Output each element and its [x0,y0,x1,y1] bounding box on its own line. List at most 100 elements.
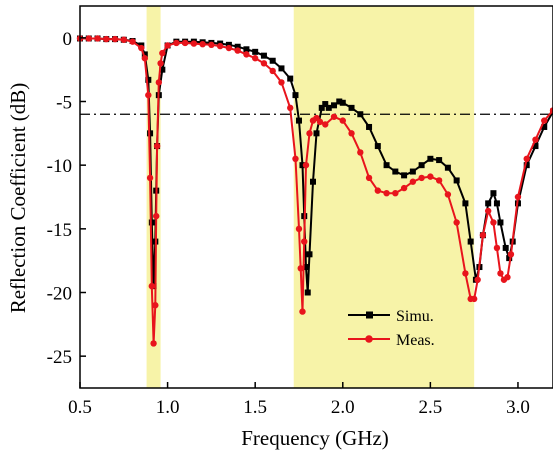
simu-point [306,251,313,258]
simu-point [252,48,259,55]
meas-point [374,187,382,194]
meas-point [146,174,154,182]
meas-point [292,155,299,162]
highlight-bands [146,6,475,388]
meas-point [365,174,373,182]
simu-point [523,162,530,169]
meas-point [392,189,399,197]
meas-point [243,51,250,58]
simu-point [309,178,316,185]
simu-point [292,92,299,99]
x-tick-label: 1.0 [156,397,180,418]
meas-point [301,238,308,245]
meas-point [150,340,157,347]
simu-point [357,111,364,118]
meas-point [199,41,206,48]
meas-point [493,244,501,252]
simu-point [304,289,311,296]
meas-point [138,44,145,52]
simu-point [453,177,460,184]
meas-point [295,225,303,233]
simu-point [299,162,306,169]
simu-point [336,98,343,105]
simu-point [427,155,434,162]
meas-point [316,118,324,126]
meas-point [339,117,346,124]
meas-point [549,107,553,114]
plot-border [79,5,553,389]
simu-point [444,164,451,171]
legend: Simu. Meas. [348,308,435,349]
meas-point [479,232,487,239]
meas-point [299,308,306,315]
meas-point [141,55,149,62]
meas-point [153,142,161,150]
simu-point [339,99,346,106]
simu-point [331,102,338,109]
meas-point [164,42,171,49]
legend-label-1: Simu. [396,308,434,325]
series-group [76,35,553,347]
meas-point [129,38,136,45]
simu-point [302,264,309,271]
meas-point [278,79,285,86]
simu-point [374,143,381,150]
simu-point [418,162,425,169]
meas-point [306,130,313,137]
meas-point [507,251,515,258]
meas-point [269,67,276,75]
simu-point [392,168,399,175]
meas-point [190,40,198,47]
plot-frame [79,5,553,389]
meas-point [153,212,160,220]
simu-point [148,219,155,226]
simu-point [493,200,500,207]
simu-point [485,200,492,207]
meas-point [400,184,408,192]
simu-point [409,168,416,175]
legend-marker-simu [366,311,373,319]
simu-point [348,104,355,111]
meas-point [148,282,156,290]
meas-point [462,270,469,277]
meas-point [514,193,522,201]
simu-point [325,104,332,111]
meas-point [234,47,241,54]
meas-point [418,174,425,182]
meas-point [157,60,164,67]
axis-ticks: 0.5 1.0 1.5 2.0 2.5 3.0 0 -5 -10 -15 -20 -25 [47,29,530,418]
meas-point [155,79,163,86]
meas-point [251,55,259,62]
simu-point [269,57,276,64]
meas-point [287,104,294,112]
meas-point [111,35,119,43]
simu-point [436,157,443,164]
simu-point [506,255,513,262]
simu-point [145,76,152,83]
meas-point [208,41,215,49]
meas-point [470,295,478,303]
meas-point [302,161,310,169]
meas-point [297,265,304,272]
simu-point [287,75,294,82]
simu-point [541,123,548,130]
simu-point [313,130,320,137]
y-tick-label: 0 [63,29,73,50]
x-tick-label: 2.0 [331,397,355,418]
meas-point [152,302,159,309]
meas-point [181,39,189,47]
meas-point [260,60,268,67]
meas-point [173,39,180,47]
simu-point [401,172,408,179]
meas-point [94,35,101,42]
y-tick-label: -5 [56,93,72,114]
simu-point [278,65,285,72]
simu-point [141,51,148,58]
meas-point [383,189,390,197]
simu-point [366,123,373,130]
simu-point [502,244,509,251]
meas-point [490,219,497,226]
meas-point [497,270,504,277]
simu-point [490,190,497,197]
